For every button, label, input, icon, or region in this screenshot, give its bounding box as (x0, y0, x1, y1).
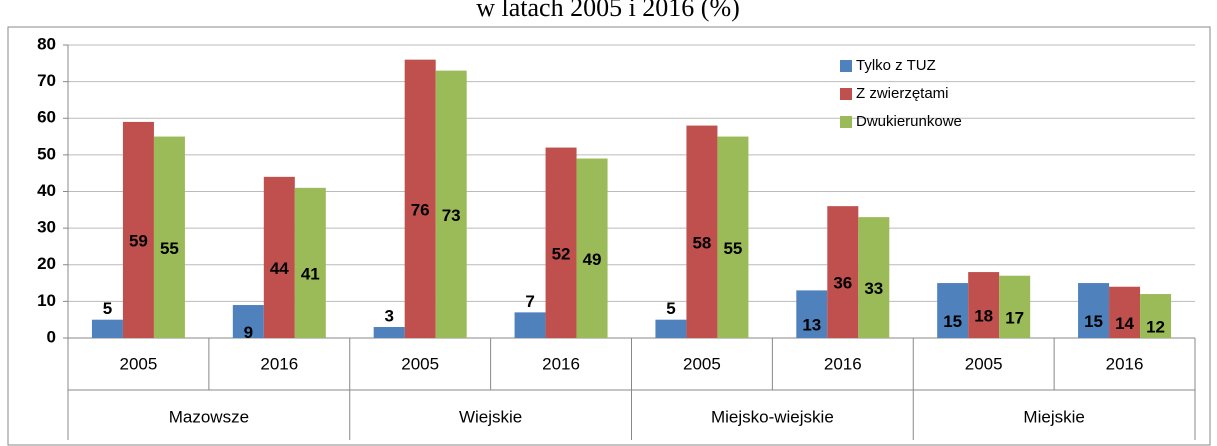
x-tick-label: 2016 (260, 354, 298, 373)
x-tick-label: 2016 (824, 354, 862, 373)
group-label: Miejskie (1023, 407, 1084, 426)
bar (373, 327, 405, 338)
value-label: 15 (943, 312, 962, 331)
value-label: 14 (1115, 314, 1134, 333)
value-label: 52 (552, 244, 571, 263)
legend-swatch (840, 88, 852, 100)
value-label: 7 (525, 292, 534, 311)
bar (122, 121, 154, 338)
value-label: 76 (411, 200, 430, 219)
value-label: 33 (864, 279, 883, 298)
bar (1078, 283, 1110, 338)
value-label: 44 (270, 259, 289, 278)
value-label: 5 (666, 299, 675, 318)
x-tick-label: 2005 (401, 354, 439, 373)
bar (1140, 294, 1172, 338)
bar (968, 272, 1000, 338)
y-tick-label: 50 (37, 144, 56, 163)
y-tick-label: 0 (47, 327, 56, 346)
value-label: 36 (833, 274, 852, 293)
bar (294, 187, 326, 338)
x-tick-label: 2005 (965, 354, 1003, 373)
bar (263, 176, 295, 338)
bar (153, 136, 185, 338)
bar (937, 283, 969, 338)
y-tick-label: 70 (37, 71, 56, 90)
bar (514, 312, 546, 338)
value-label: 15 (1084, 312, 1103, 331)
legend-swatch (840, 116, 852, 128)
bar (1109, 286, 1141, 338)
x-tick-label: 2005 (120, 354, 158, 373)
bar (232, 305, 264, 338)
bar (545, 147, 577, 338)
value-label: 9 (244, 323, 253, 342)
bar (655, 319, 687, 338)
value-label: 59 (129, 231, 148, 250)
value-label: 41 (301, 264, 320, 283)
bar (404, 59, 436, 339)
bar (858, 217, 890, 338)
bar (827, 206, 859, 338)
y-tick-label: 60 (37, 108, 56, 127)
value-label: 3 (384, 306, 393, 325)
bar (796, 290, 828, 338)
value-label: 73 (442, 206, 461, 225)
y-tick-label: 20 (37, 254, 56, 273)
legend-label: Tylko z TUZ (856, 57, 936, 74)
value-label: 5 (103, 299, 112, 318)
y-tick-label: 80 (37, 34, 56, 53)
group-label: Miejsko-wiejskie (711, 407, 834, 426)
chart-frame (7, 26, 1211, 446)
value-label: 12 (1146, 318, 1165, 337)
value-label: 17 (1005, 308, 1024, 327)
bar (91, 319, 123, 338)
bar (686, 125, 718, 338)
bar (999, 275, 1031, 338)
y-tick-label: 10 (37, 291, 56, 310)
chart-title: w latach 2005 i 2016 (%) (476, 0, 740, 22)
bar (435, 70, 467, 338)
value-label: 55 (723, 239, 742, 258)
bar (576, 158, 608, 338)
value-label: 18 (974, 307, 993, 326)
y-tick-label: 30 (37, 218, 56, 237)
legend-swatch (840, 60, 852, 72)
bar (717, 136, 749, 338)
legend-label: Dwukierunkowe (856, 113, 962, 130)
x-tick-label: 2016 (542, 354, 580, 373)
value-label: 49 (583, 250, 602, 269)
x-tick-label: 2005 (683, 354, 721, 373)
x-tick-label: 2016 (1106, 354, 1144, 373)
group-label: Wiejskie (459, 407, 522, 426)
legend-label: Z zwierzętami (856, 85, 949, 102)
group-label: Mazowsze (169, 407, 249, 426)
value-label: 58 (692, 233, 711, 252)
value-label: 13 (802, 316, 821, 335)
value-label: 55 (160, 239, 179, 258)
y-tick-label: 40 (37, 181, 56, 200)
